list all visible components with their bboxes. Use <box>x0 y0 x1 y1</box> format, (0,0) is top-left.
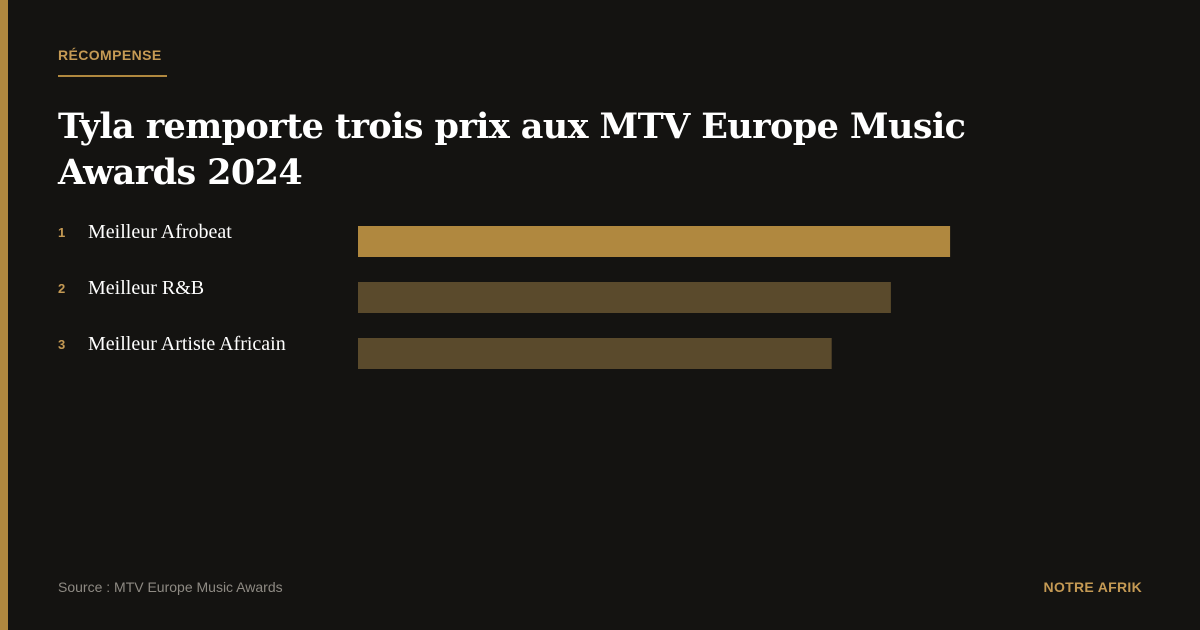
accent-bar <box>0 0 8 630</box>
bar-rank-1: 1 <box>58 225 65 240</box>
bar-chart: 1 Meilleur Afrobeat 2 Meilleur R&B 3 Meilleur… <box>58 221 951 369</box>
bar-2 <box>358 282 891 313</box>
kicker-underline <box>58 75 167 77</box>
bar-rank-3: 3 <box>58 337 65 352</box>
bar-rank-2: 2 <box>58 281 65 296</box>
bar-3 <box>358 338 832 369</box>
bar-label-3: Meilleur Artiste Africain <box>88 333 286 355</box>
brand-logo-text[interactable]: NOTRE AFRIK <box>1043 579 1142 595</box>
bar-1 <box>358 226 951 257</box>
page-title: Tyla remporte trois prix aux MTV Europe … <box>58 106 966 193</box>
source-note: Source : MTV Europe Music Awards <box>58 579 283 595</box>
bar-label-2: Meilleur R&B <box>88 277 204 299</box>
category-kicker: RÉCOMPENSE <box>58 47 162 63</box>
bar-label-1: Meilleur Afrobeat <box>88 221 232 243</box>
